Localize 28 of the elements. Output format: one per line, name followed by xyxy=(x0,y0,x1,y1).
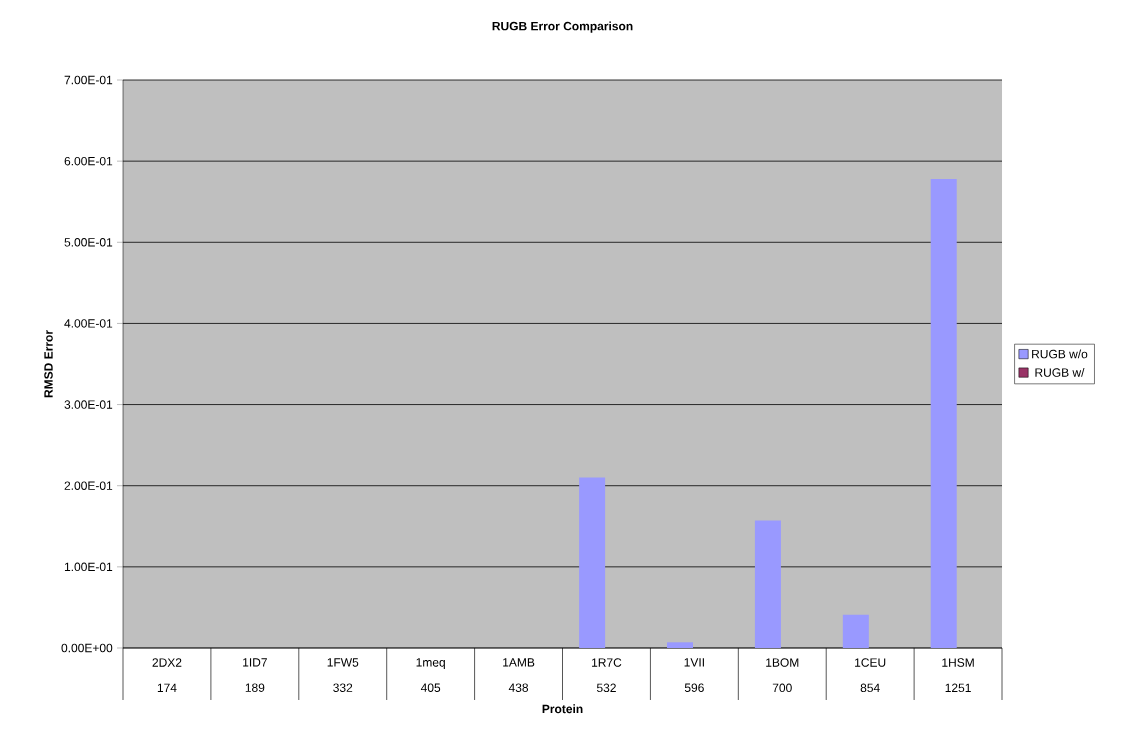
bar xyxy=(754,520,781,648)
bar xyxy=(667,642,694,648)
y-tick-label: 7.00E-01 xyxy=(64,75,113,85)
bar xyxy=(842,614,869,648)
category-label: 1VII 596 xyxy=(684,658,704,692)
category-label: 1meq 405 xyxy=(416,658,445,692)
chart-title: RUGB Error Comparison xyxy=(492,21,633,33)
category-label: 1ID7 189 xyxy=(243,658,267,692)
category-label: 1FW5 332 xyxy=(327,658,359,692)
category-label: 1R7C 532 xyxy=(592,658,622,693)
y-tick-label: 5.00E-01 xyxy=(64,238,113,247)
category-label: 1HSM 1251 xyxy=(942,658,974,693)
y-tick-label: 3.00E-01 xyxy=(64,400,113,409)
y-tick-label: 0.00E+00 xyxy=(61,643,113,653)
y-tick-label: 6.00E-01 xyxy=(64,156,113,166)
category-label: 1CEU 854 xyxy=(855,658,886,693)
y-axis-title: RMSD Error xyxy=(44,330,53,398)
category-label: 2DX2 174 xyxy=(152,658,182,692)
y-tick-label: 2.00E-01 xyxy=(64,481,113,490)
y-tick-label: 1.00E-01 xyxy=(64,562,113,572)
y-tick-label: 4.00E-01 xyxy=(64,319,113,328)
bar xyxy=(930,179,957,648)
category-label: 1BOM 700 xyxy=(766,658,799,693)
x-axis-title: Protein xyxy=(542,704,583,714)
category-label: 1AMB 438 xyxy=(503,658,535,692)
legend-label: RUGB w/ xyxy=(1035,368,1085,377)
bar xyxy=(579,477,606,648)
legend-label: RUGB w/o xyxy=(1032,349,1088,359)
